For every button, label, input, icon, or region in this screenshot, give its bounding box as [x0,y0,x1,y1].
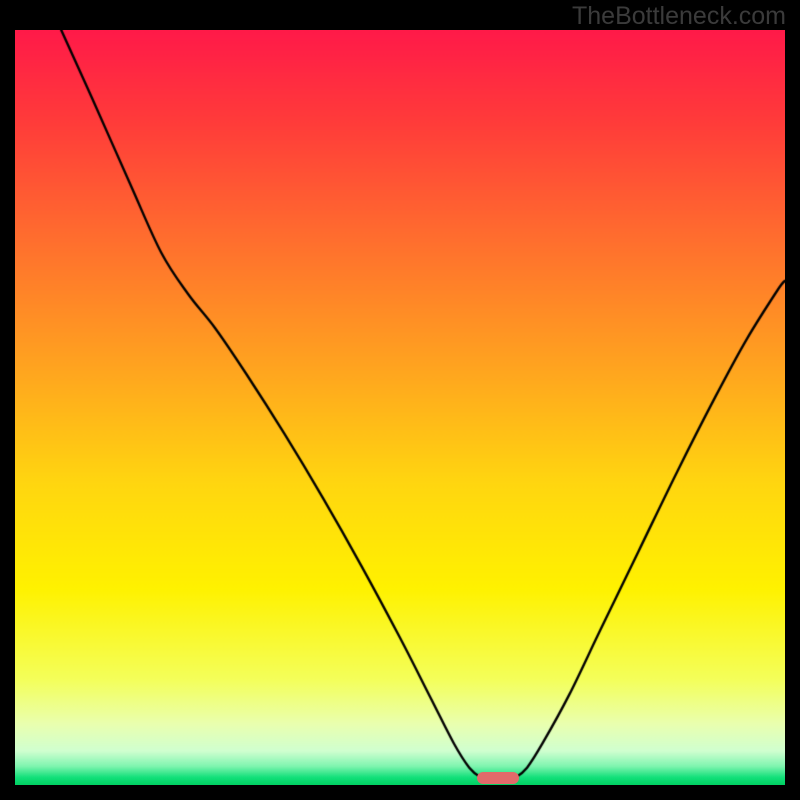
bottleneck-curve [15,30,785,785]
plot-area [15,30,785,785]
chart-stage: TheBottleneck.com [0,0,800,800]
optimum-marker [477,772,519,784]
watermark-text: TheBottleneck.com [572,2,786,31]
